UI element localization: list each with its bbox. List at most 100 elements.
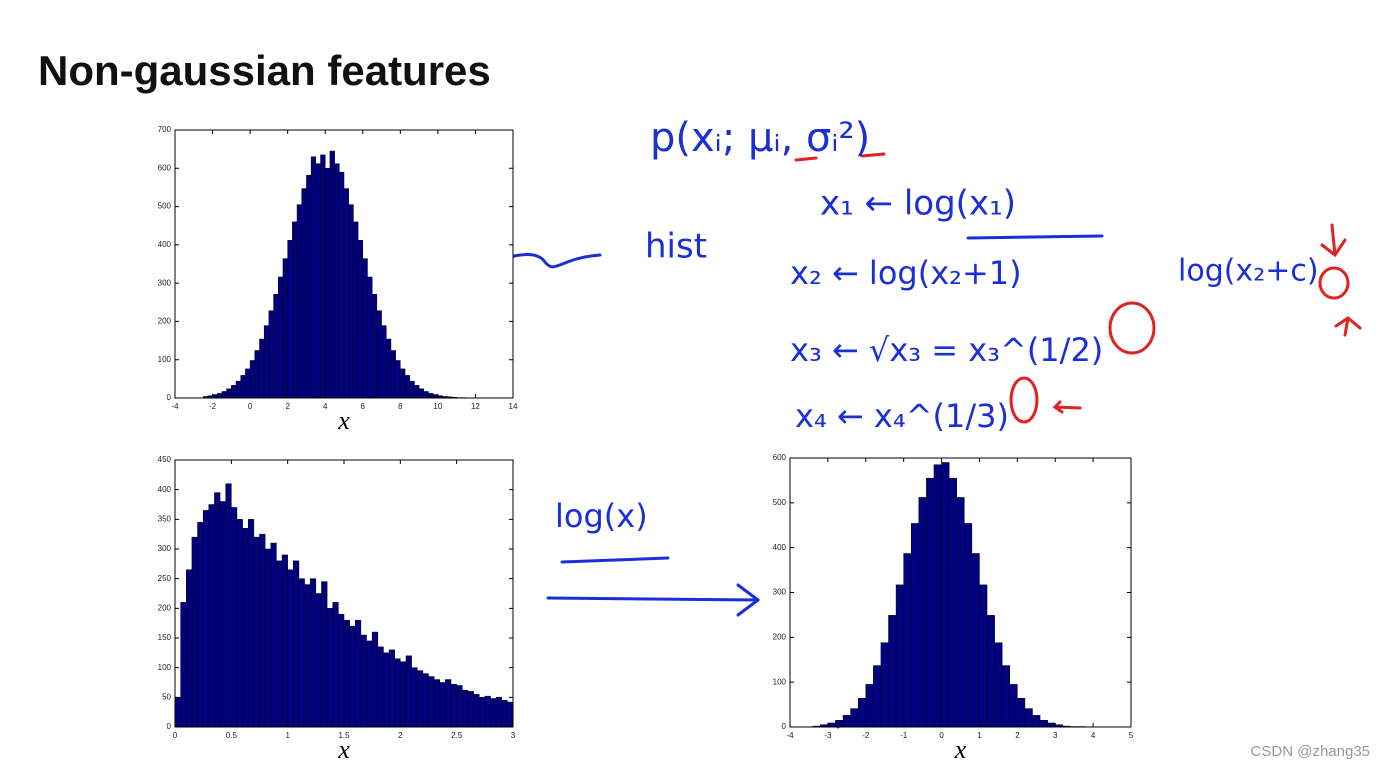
bar [411, 667, 418, 728]
bar [926, 477, 935, 728]
bar [278, 276, 284, 399]
bar [416, 670, 424, 728]
y-tick-label: 150 [158, 633, 172, 642]
bar [418, 388, 425, 399]
bar [948, 477, 957, 728]
bar [842, 715, 851, 728]
bar [439, 682, 446, 728]
bar [386, 338, 392, 399]
bar [1039, 720, 1048, 728]
bar [462, 689, 469, 728]
bar [263, 325, 270, 399]
bar [456, 685, 463, 728]
x-tick-label: 1.5 [338, 731, 350, 740]
x-tick-label: 14 [509, 402, 518, 411]
bar [202, 510, 210, 728]
y-tick-label: 300 [158, 278, 172, 287]
bar [390, 350, 396, 399]
x-tick-label: -4 [171, 402, 179, 411]
circle [1108, 301, 1156, 355]
handwritten-note: hist [645, 227, 707, 267]
bar [507, 701, 514, 728]
bar [865, 684, 874, 728]
circle [1009, 376, 1039, 424]
bar [1001, 665, 1011, 728]
bar [366, 640, 373, 728]
arrow [1334, 316, 1362, 337]
bar [208, 504, 215, 728]
bar [986, 615, 995, 728]
x-tick-label: 2 [398, 731, 403, 740]
y-tick-label: 300 [773, 588, 787, 597]
bar [971, 553, 980, 728]
bar [231, 507, 238, 728]
bar [467, 691, 474, 728]
bar [287, 240, 293, 399]
handwritten-note: log(x) [555, 497, 648, 535]
bar [918, 497, 927, 728]
x-tick-label: 0 [939, 731, 944, 740]
x-tick-label: 2 [285, 402, 290, 411]
bar [214, 492, 221, 728]
handwritten-note: log(x₂+c) [1178, 254, 1319, 289]
bar [910, 523, 920, 728]
bar [414, 385, 420, 399]
bar [180, 602, 187, 728]
x-tick-label: 0 [248, 402, 253, 411]
bar [225, 483, 232, 728]
bar [273, 293, 279, 399]
x-tick-label: 3 [511, 731, 516, 740]
bar [400, 368, 406, 399]
bar [329, 150, 335, 399]
bar [339, 171, 345, 399]
y-tick-label: 0 [167, 393, 172, 402]
bar [381, 325, 387, 399]
bar [315, 163, 321, 399]
x-tick-label: 8 [398, 402, 403, 411]
bar [268, 310, 274, 399]
bar [850, 708, 859, 728]
handwritten-note: p(xᵢ; μᵢ, σᵢ²) [650, 115, 870, 161]
bar [324, 168, 331, 399]
bar [423, 391, 429, 399]
bar [353, 221, 359, 399]
bar [400, 661, 407, 728]
bar [404, 375, 410, 399]
bar [478, 697, 486, 728]
bar [217, 393, 223, 399]
bar [293, 560, 300, 728]
x-tick-label: 5 [1129, 731, 1134, 740]
bar [433, 679, 441, 728]
y-tick-label: 600 [773, 453, 787, 462]
bar [501, 700, 508, 728]
x-tick-label: 10 [433, 402, 442, 411]
bar [377, 646, 384, 728]
bar [212, 394, 218, 399]
bar [371, 631, 379, 728]
y-tick-label: 50 [162, 692, 171, 701]
y-tick-label: 200 [158, 603, 172, 612]
bar [362, 258, 368, 399]
x-tick-label: 0.5 [226, 731, 238, 740]
bar [348, 204, 354, 399]
bar [422, 673, 429, 728]
bar [355, 619, 362, 728]
bar [197, 522, 204, 728]
x-axis-label: x [337, 735, 350, 764]
underline [560, 556, 670, 564]
y-tick-label: 400 [773, 543, 787, 552]
bar [827, 722, 836, 728]
bar [247, 519, 255, 728]
histogram-chart: -4 -2 0 2 4 6 8 10 12 14 0 100 200 300 400 500 600 700 x [158, 125, 518, 435]
bar [292, 221, 298, 399]
handwritten-note: x₁ ← log(x₁) [820, 184, 1016, 224]
bar [338, 614, 345, 728]
bar [383, 652, 390, 728]
bar [473, 694, 480, 728]
x-tick-label: 1 [285, 731, 290, 740]
y-tick-label: 450 [158, 455, 172, 464]
bar [343, 188, 349, 399]
bar [282, 258, 288, 399]
bar [367, 276, 373, 399]
